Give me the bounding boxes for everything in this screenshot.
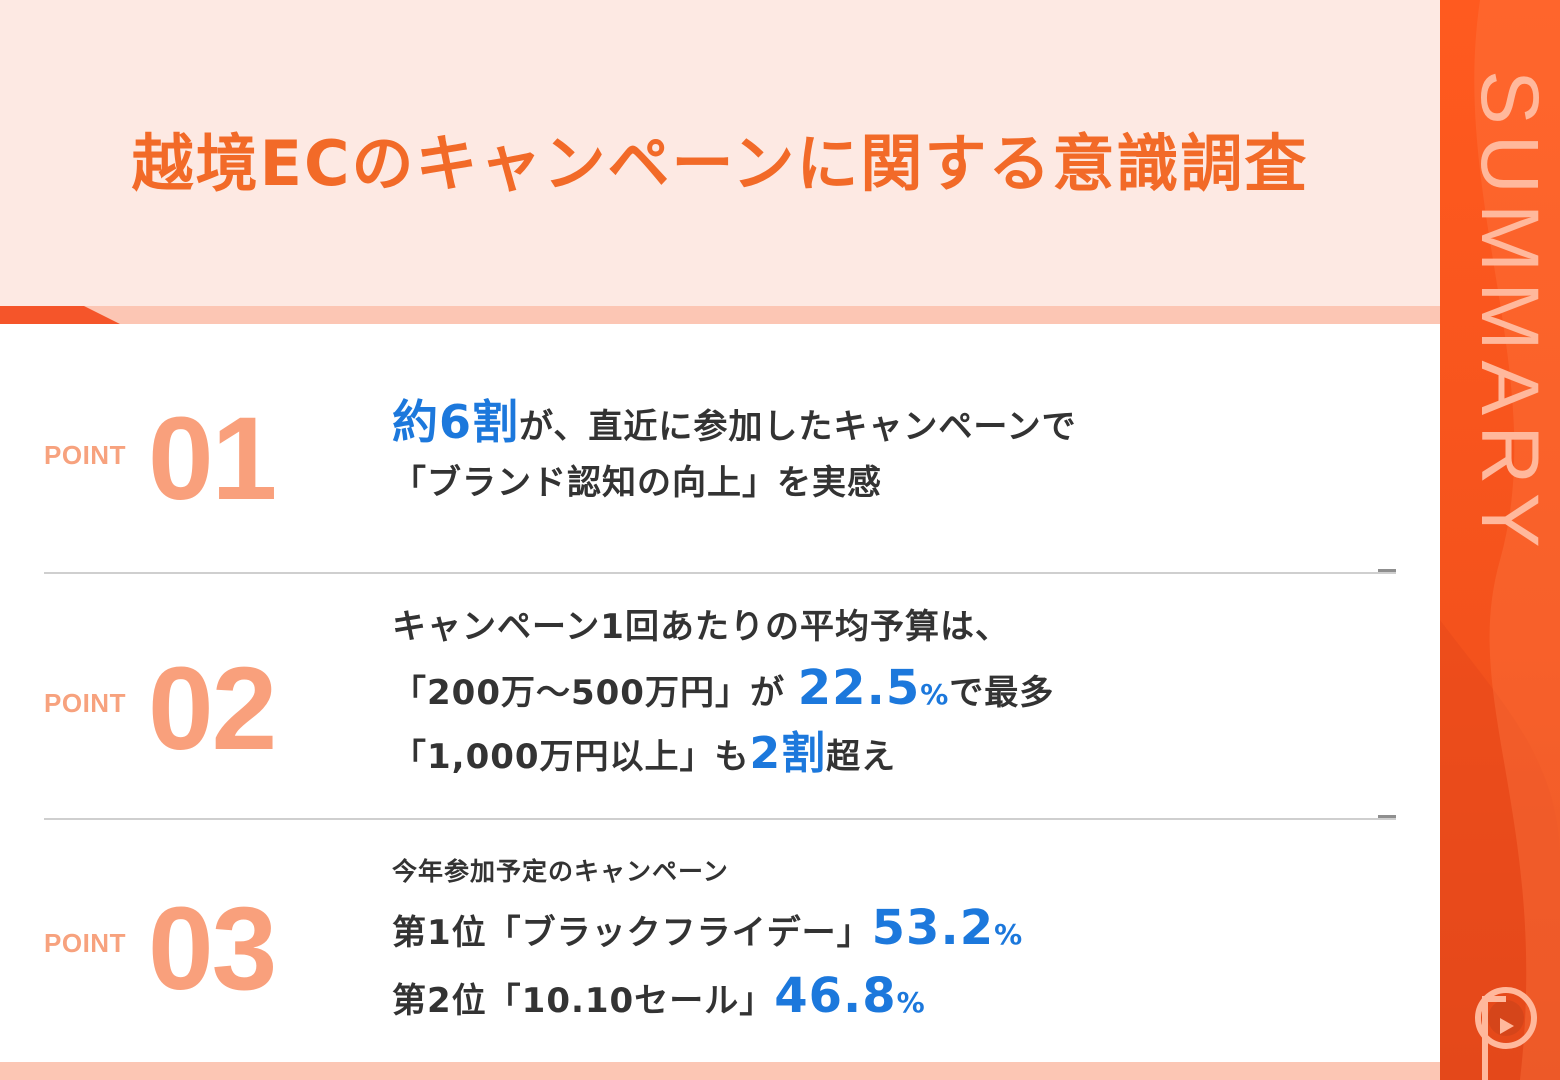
highlight-value: 46.8 (774, 968, 897, 1024)
line-text: が、直近に参加したキャンペーンで (519, 407, 1077, 447)
line-text: 「200万～500万円」が (392, 673, 798, 713)
point-number: 03 (148, 883, 277, 1015)
point-number: 02 (148, 643, 277, 775)
highlight-value: 22.5 (797, 660, 921, 716)
point-03-line-1: 今年参加予定のキャンペーン (392, 857, 729, 886)
point-number: 01 (148, 393, 277, 525)
point-02-line-1: キャンペーン1回あたりの平均予算は、 (392, 607, 1010, 647)
divider-tick (1378, 815, 1396, 818)
divider (44, 818, 1396, 820)
page-title: 越境ECのキャンペーンに関する意識調査 (131, 127, 1309, 200)
point-02-marker: POINT 02 (44, 643, 384, 775)
sidebar-wave-decoration (1440, 0, 1560, 1080)
point-01-line-1: 約6割が、直近に参加したキャンペーンで (392, 392, 1077, 457)
point-03-line-2: 第1位「ブラックフライデー」53.2% (392, 896, 1023, 967)
sidebar (1440, 0, 1560, 1080)
point-03-marker: POINT 03 (44, 888, 384, 1008)
line-text: 第2位「10.10セール」 (392, 981, 775, 1021)
percent-sign: % (994, 918, 1024, 951)
point-01-line-2: 「ブランド認知の向上」を実感 (392, 463, 882, 503)
sidebar-summary-label: SUMMARY (1464, 70, 1555, 558)
percent-sign: % (920, 678, 950, 711)
header-band (0, 306, 1440, 324)
header-panel (0, 0, 1440, 306)
highlight-value: 2割 (749, 728, 827, 779)
point-03-line-3: 第2位「10.10セール」46.8% (392, 964, 926, 1035)
point-02-line-3: 「1,000万円以上」も2割超え (392, 724, 896, 787)
point-02-line-2: 「200万～500万円」が 22.5%で最多 (392, 656, 1054, 727)
divider-tick (1378, 569, 1396, 572)
magnifier-icon (1475, 987, 1537, 1080)
line-text: 「1,000万円以上」も (392, 737, 750, 777)
point-label: POINT (44, 688, 126, 718)
point-label: POINT (44, 440, 126, 470)
highlight-value: 53.2 (871, 900, 995, 956)
highlight-value: 約6割 (392, 395, 520, 449)
point-label: POINT (44, 928, 126, 958)
line-text: で最多 (949, 673, 1055, 713)
point-01-marker: POINT 01 (44, 400, 384, 520)
line-text: 第1位「ブラックフライデー」 (392, 913, 872, 953)
percent-sign: % (896, 986, 926, 1019)
header-band-accent (0, 306, 120, 324)
line-text: 超え (826, 737, 897, 777)
footer-band (0, 1062, 1440, 1080)
divider (44, 572, 1396, 574)
